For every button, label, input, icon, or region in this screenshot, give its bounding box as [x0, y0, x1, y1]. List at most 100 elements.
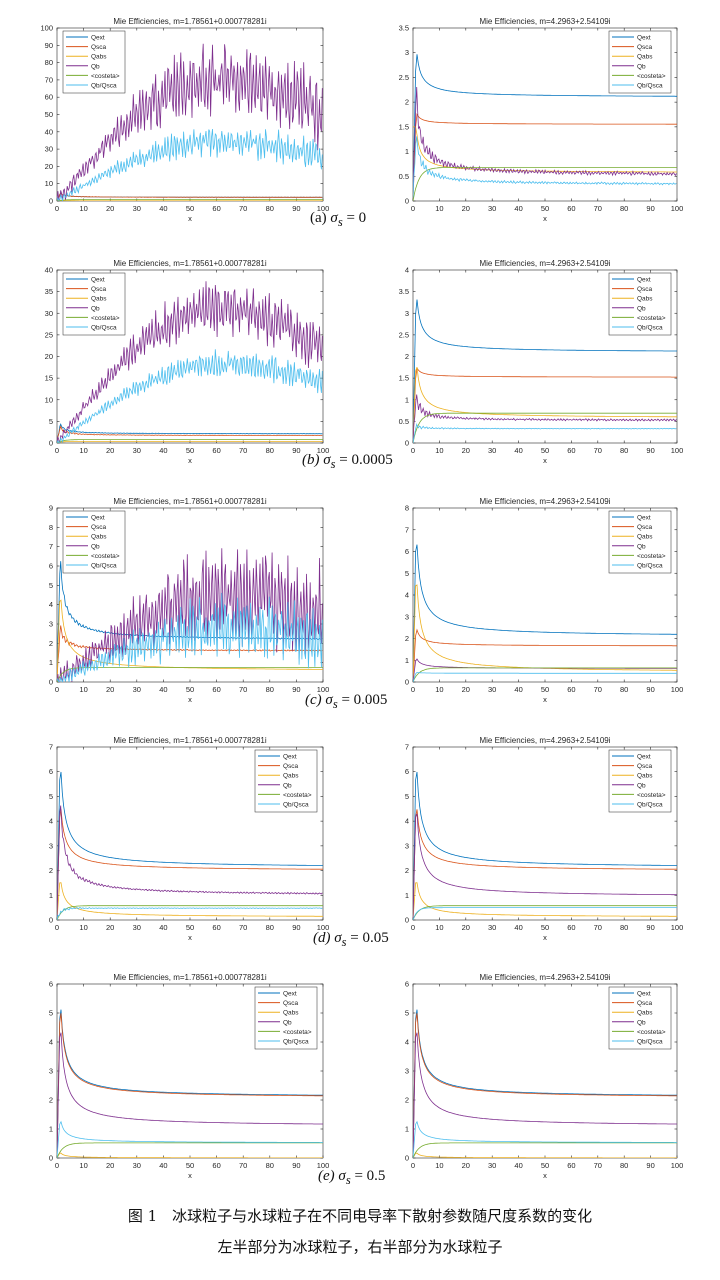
- y-tick-label: 8: [405, 504, 409, 513]
- x-tick-label: 60: [567, 685, 575, 694]
- x-tick-label: 100: [671, 923, 684, 932]
- legend-label: <costeta>: [637, 315, 666, 322]
- sub-caption-label: (a): [310, 210, 327, 226]
- sub-caption-a: (a) σs = 0: [310, 210, 366, 230]
- series-line-Qb: [413, 1032, 677, 1158]
- x-tick-label: 20: [462, 923, 470, 932]
- x-tick-label: 90: [292, 685, 300, 694]
- legend-label: Qabs: [283, 773, 299, 780]
- sigma-subscript: s: [345, 1173, 351, 1187]
- x-tick-label: 20: [106, 1161, 114, 1170]
- legend-label: Qext: [91, 515, 105, 522]
- y-tick-label: 7: [49, 743, 53, 752]
- series-line-QbQsca: [413, 136, 677, 198]
- y-tick-label: 0: [405, 916, 409, 925]
- x-tick-label: 100: [317, 1161, 330, 1170]
- legend-label: Qb/Qsca: [637, 325, 663, 332]
- legend: Qext Qsca Qabs Qb <costeta> Qb/Qsca: [254, 986, 318, 1050]
- series-line-QbQsca: [413, 671, 677, 682]
- x-tick-label: 50: [186, 204, 194, 213]
- series-line-QbQsca: [57, 907, 323, 920]
- x-tick-label: 70: [239, 1161, 247, 1170]
- y-tick-label: 0: [405, 1154, 409, 1163]
- sigma-symbol: σ: [330, 210, 338, 226]
- chart-title: Mie Efficiencies, m=1.78561+0.000778281i: [113, 973, 267, 982]
- figure-caption-line-1: 图 1 冰球粒子与水球粒子在不同电导率下散射参数随尺度系数的变化: [127, 1207, 593, 1225]
- legend-label: Qb: [637, 1019, 646, 1026]
- legend-label: Qext: [637, 515, 651, 522]
- sigma-symbol: σ: [338, 1168, 346, 1184]
- y-tick-label: 2: [405, 98, 409, 107]
- legend-label: <costeta>: [283, 792, 312, 799]
- sigma-subscript: s: [337, 215, 343, 229]
- legend: Qext Qsca Qabs Qb <costeta> Qb/Qsca: [62, 510, 126, 574]
- x-tick-label: 10: [435, 204, 443, 213]
- x-axis-label: x: [543, 1171, 547, 1180]
- x-tick-label: 40: [514, 685, 522, 694]
- x-tick-label: 60: [567, 204, 575, 213]
- y-tick-label: 1: [405, 395, 409, 404]
- y-tick-label: 0.5: [399, 172, 409, 181]
- x-tick-label: 10: [79, 1161, 87, 1170]
- x-tick-label: 100: [671, 1161, 684, 1170]
- series-line-Qsca: [413, 1013, 677, 1158]
- x-tick-label: 90: [646, 446, 654, 455]
- y-tick-label: 0: [405, 678, 409, 687]
- x-tick-label: 40: [514, 204, 522, 213]
- series-line-Qb: [413, 813, 677, 920]
- x-tick-label: 10: [435, 923, 443, 932]
- legend-label: <costeta>: [637, 792, 666, 799]
- chart-title: Mie Efficiencies, m=1.78561+0.000778281i: [113, 259, 267, 268]
- x-tick-label: 90: [646, 204, 654, 213]
- x-tick-label: 40: [159, 446, 167, 455]
- series-line-QbQsca: [413, 907, 677, 920]
- y-tick-label: 2: [405, 352, 409, 361]
- x-tick-label: 100: [317, 685, 330, 694]
- y-tick-label: 5: [405, 792, 409, 801]
- sub-caption-e: (e) σs = 0.5: [318, 1168, 385, 1188]
- legend-label: Qb: [637, 543, 646, 550]
- y-tick-label: 100: [40, 24, 53, 33]
- legend-label: Qb/Qsca: [637, 802, 663, 809]
- x-tick-label: 30: [488, 923, 496, 932]
- x-tick-label: 80: [266, 923, 274, 932]
- y-tick-label: 4: [405, 817, 409, 826]
- sub-caption-label: (d): [313, 930, 331, 946]
- x-tick-label: 70: [239, 204, 247, 213]
- y-tick-label: 70: [45, 75, 53, 84]
- legend-label: Qb/Qsca: [91, 325, 117, 332]
- y-tick-label: 0: [49, 916, 53, 925]
- y-tick-label: 3: [49, 1067, 53, 1076]
- series-line-Qsca: [413, 112, 677, 201]
- y-tick-label: 0: [49, 1154, 53, 1163]
- x-tick-label: 40: [159, 204, 167, 213]
- x-tick-label: 40: [514, 446, 522, 455]
- x-tick-label: 0: [55, 1161, 59, 1170]
- series-line-Qext: [413, 54, 677, 201]
- series-line-Qext: [413, 771, 677, 920]
- legend-label: Qext: [283, 991, 297, 998]
- legend-label: Qb/Qsca: [91, 563, 117, 570]
- x-tick-label: 90: [646, 685, 654, 694]
- x-tick-label: 10: [435, 1161, 443, 1170]
- x-tick-label: 10: [79, 204, 87, 213]
- x-tick-label: 100: [671, 204, 684, 213]
- x-tick-label: 30: [488, 446, 496, 455]
- chart-title: Mie Efficiencies, m=1.78561+0.000778281i: [113, 497, 267, 506]
- legend-label: Qsca: [283, 763, 299, 770]
- y-tick-label: 0.5: [399, 417, 409, 426]
- series-line-Qb: [413, 394, 677, 441]
- y-tick-label: 4: [405, 266, 409, 275]
- x-tick-label: 70: [594, 923, 602, 932]
- x-tick-label: 90: [292, 204, 300, 213]
- x-tick-label: 100: [317, 204, 330, 213]
- x-tick-label: 0: [55, 204, 59, 213]
- x-tick-label: 90: [292, 1161, 300, 1170]
- sigma-value: = 0.0005: [339, 452, 393, 468]
- y-tick-label: 4: [49, 1038, 53, 1047]
- x-axis-label: x: [188, 695, 192, 704]
- series-line-Qabs: [57, 882, 323, 920]
- series-line-Qsca: [413, 366, 677, 443]
